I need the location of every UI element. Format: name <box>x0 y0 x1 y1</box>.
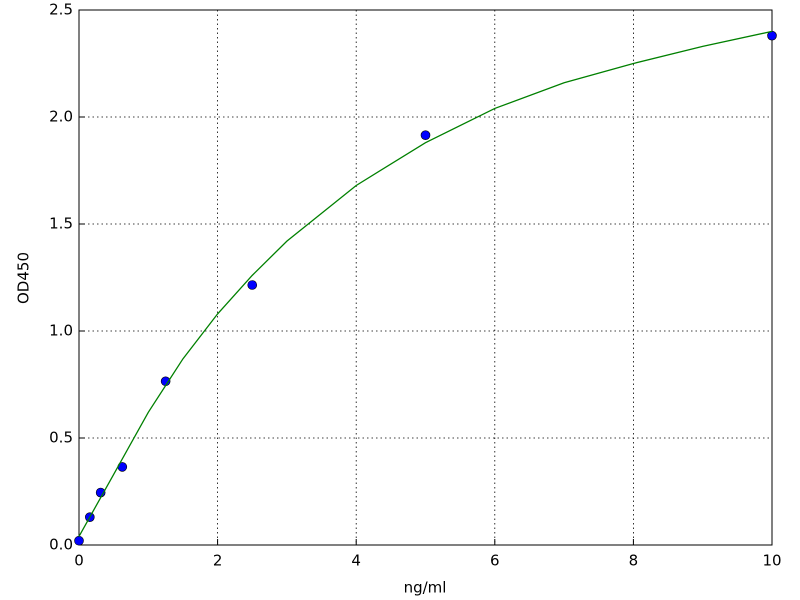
data-point <box>767 30 777 41</box>
y-tick-label: 0.5 <box>49 429 73 447</box>
data-point <box>74 535 84 546</box>
x-axis-label: ng/ml <box>404 579 447 597</box>
x-tick-label: 2 <box>213 552 223 570</box>
y-tick-label: 2.0 <box>49 108 73 126</box>
y-tick-label: 1.5 <box>49 215 73 233</box>
y-axis-label: OD450 <box>15 252 33 304</box>
y-tick-label: 2.5 <box>49 1 73 19</box>
data-point <box>420 130 431 140</box>
data-point <box>247 280 258 290</box>
plot-frame <box>78 9 773 546</box>
fit-curve <box>78 30 773 537</box>
x-tick-label: 8 <box>629 552 639 570</box>
x-tick-label: 0 <box>74 552 84 570</box>
x-tick-label: 6 <box>490 552 500 570</box>
y-tick-label: 1.0 <box>49 322 73 340</box>
y-tick-label: 0.0 <box>49 536 73 554</box>
x-tick-label: 10 <box>762 552 781 570</box>
x-tick-label: 4 <box>351 552 361 570</box>
